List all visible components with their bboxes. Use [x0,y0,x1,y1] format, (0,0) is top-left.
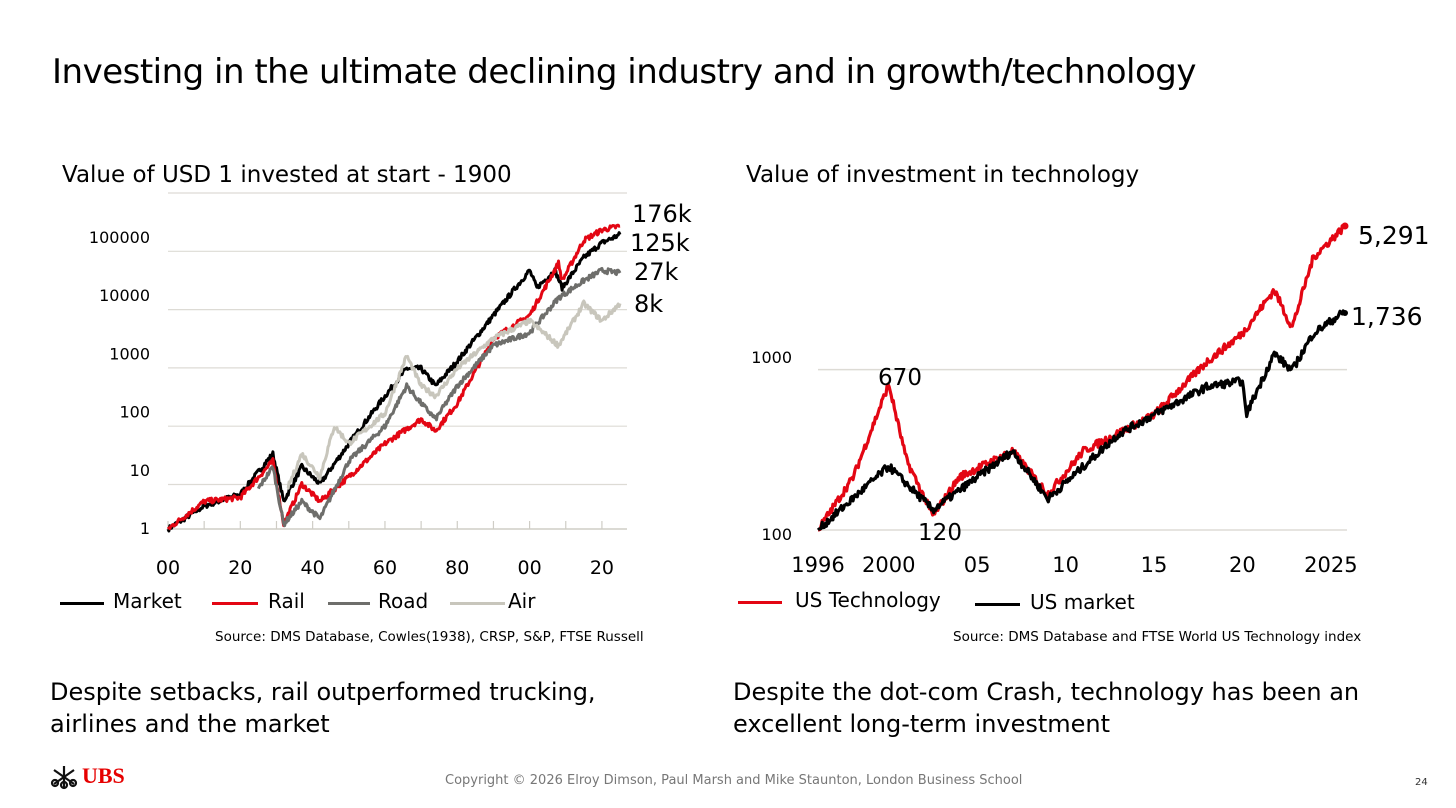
left-caption-line: airlines and the market [50,710,330,738]
y-tick-label: 10000 [99,286,150,305]
right-caption-line: excellent long-term investment [733,710,1111,738]
tech-end-marker [1341,222,1349,230]
left-caption-line: Despite setbacks, rail outperformed truc… [50,678,596,706]
x-tick-label: 05 [964,553,991,577]
right-source: Source: DMS Database and FTSE World US T… [953,629,1362,645]
left-caption: Despite setbacks, rail outperformed truc… [50,676,596,740]
legend-road-swatch [328,602,370,605]
legend-market-swatch [60,602,104,605]
annotation-label: 120 [918,520,962,546]
end-value-label: 27k [634,258,679,286]
annotation-label: 670 [878,365,922,391]
slide-title: Investing in the ultimate declining indu… [52,52,1196,92]
end-value-label: 1,736 [1351,302,1423,331]
left-chart-title: Value of USD 1 invested at start - 1900 [62,162,512,188]
x-tick-label: 20 [590,557,614,579]
x-tick-label: 10 [1052,553,1079,577]
y-tick-label: 100000 [89,228,150,247]
x-tick-label: 60 [373,557,397,579]
x-tick-label: 1996 [791,553,844,577]
series-line-us-technology [817,224,1345,532]
left-source: Source: DMS Database, Cowles(1938), CRSP… [215,629,644,645]
legend-usmarket-swatch [975,603,1020,606]
end-value-label: 125k [630,229,690,257]
right-caption-line: Despite the dot-com Crash, technology ha… [733,678,1360,706]
y-tick-label: 1 [140,519,150,538]
legend-usmarket-label: US market [1030,590,1135,614]
ubs-logo: UBS [82,763,125,788]
legend-market-label: Market [113,589,182,613]
end-value-label: 8k [634,290,663,318]
series-line-rail [166,223,621,531]
x-tick-label: 2025 [1304,553,1357,577]
series-line-road [257,266,622,528]
legend-air-label: Air [508,589,536,613]
legend-rail-swatch [212,602,258,605]
legend-tech-label: US Technology [795,588,941,612]
copyright: Copyright © 2026 Elroy Dimson, Paul Mars… [445,773,1023,788]
series-line-air [286,299,622,490]
legend-air-swatch [450,602,505,605]
legend-road-label: Road [378,589,429,613]
right-caption: Despite the dot-com Crash, technology ha… [733,676,1359,740]
y-tick-label: 1000 [109,344,150,363]
x-tick-label: 40 [301,557,325,579]
page-number: 24 [1415,777,1428,788]
series-line-us-market [816,309,1346,532]
y-tick-label: 10 [130,461,150,480]
y-tick-label: 100 [761,525,792,544]
legend-rail-label: Rail [268,589,305,613]
legend-tech-swatch [738,601,782,604]
x-tick-label: 00 [156,557,180,579]
x-tick-label: 20 [228,557,252,579]
x-tick-label: 20 [1229,553,1256,577]
y-tick-label: 100 [119,403,150,422]
end-value-label: 5,291 [1358,221,1430,250]
x-tick-label: 2000 [862,553,915,577]
x-tick-label: 00 [518,557,542,579]
ubs-keys-logo-icon [50,766,78,790]
y-tick-label: 1000 [751,348,792,367]
end-value-label: 176k [632,200,692,228]
x-tick-label: 80 [445,557,469,579]
x-tick-label: 15 [1141,553,1168,577]
right-chart-title: Value of investment in technology [746,162,1140,188]
market-end-marker [1342,310,1348,316]
